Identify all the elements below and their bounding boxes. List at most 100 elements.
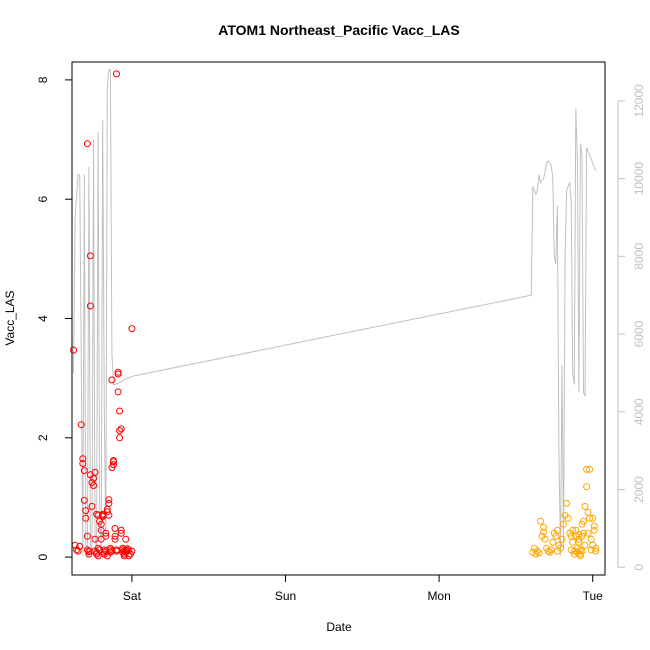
axes: Sat Sun Mon Tue 0 2 4 6 8 0 2000 4000 6000 8000 10000 1… [36, 76, 646, 603]
data-point-series-1 [82, 514, 90, 522]
line-series [73, 69, 597, 556]
data-point-series-1 [91, 468, 99, 476]
data-point-series-1 [116, 407, 124, 415]
data-point-series-2 [580, 529, 587, 537]
data-point-series-1 [114, 368, 122, 376]
data-point-series-1 [105, 496, 113, 504]
data-point-series-1 [117, 425, 125, 433]
data-point-series-2 [533, 547, 541, 555]
data-point-series-1 [110, 461, 117, 469]
data-point-series-1 [88, 502, 96, 510]
data-point-series-2 [592, 544, 600, 552]
data-point-series-1 [111, 525, 119, 532]
data-point-series-2 [537, 517, 544, 525]
data-point-series-1 [125, 552, 133, 560]
x-tick-label: Sun [275, 589, 296, 603]
data-point-series-1 [103, 508, 111, 516]
data-point-series-2 [576, 552, 584, 560]
data-point-series-2 [575, 538, 583, 546]
data-point-series-1 [86, 252, 94, 260]
data-point-series-2 [569, 526, 577, 534]
x-tick-label: Mon [427, 589, 450, 603]
data-point-series-2 [586, 465, 594, 473]
data-point-series-2 [583, 483, 591, 491]
secondary-line-path [73, 69, 597, 556]
data-point-series-1 [76, 542, 84, 550]
data-point-series-1 [80, 496, 88, 504]
data-point-series-1 [117, 529, 125, 537]
y2-tick-label: 0 [632, 564, 646, 571]
y2-tick-label: 12000 [632, 84, 646, 118]
data-point-series-1 [86, 302, 94, 310]
data-point-series-2 [584, 529, 592, 537]
data-point-series-2 [564, 514, 572, 522]
data-point-series-2 [560, 520, 567, 528]
chart-title: ATOM1 Northeast_Pacific Vacc_LAS [218, 22, 459, 38]
data-point-series-2 [553, 526, 561, 534]
y2-tick-label: 10000 [632, 162, 646, 196]
data-point-series-1 [113, 70, 120, 78]
data-point-series-2 [587, 546, 595, 554]
data-point-series-1 [108, 376, 116, 384]
data-point-series-1 [83, 546, 91, 554]
data-point-series-1 [128, 547, 136, 555]
data-point-series-1 [83, 140, 91, 148]
data-point-series-1 [83, 532, 91, 540]
data-point-series-1 [105, 499, 113, 507]
y-tick-label: 4 [36, 315, 50, 322]
data-point-series-1 [94, 544, 102, 552]
data-point-series-1 [110, 457, 117, 464]
data-point-series-1 [116, 427, 124, 435]
data-point-series-2 [558, 535, 566, 543]
y-tick-label: 2 [36, 434, 50, 441]
data-point-series-2 [540, 528, 548, 536]
data-point-series-1 [111, 535, 119, 543]
data-point-series-1 [102, 529, 110, 537]
x-axis-label: Date [326, 620, 352, 634]
y-tick-label: 6 [36, 196, 50, 203]
data-point-series-1 [70, 346, 77, 354]
data-point-series-2 [535, 549, 543, 557]
data-point-series-1 [114, 388, 122, 396]
data-point-series-1 [105, 511, 113, 519]
data-point-series-1 [79, 455, 87, 463]
data-point-series-2 [590, 526, 598, 534]
data-point-series-1 [117, 526, 125, 534]
data-point-series-1 [90, 482, 97, 489]
data-point-series-1 [79, 460, 87, 467]
y-axis-label: Vacc_LAS [3, 290, 17, 345]
x-tick-label: Tue [583, 589, 604, 603]
data-point-series-2 [589, 514, 597, 522]
data-point-series-2 [586, 514, 594, 522]
data-point-series-2 [581, 502, 589, 510]
data-point-series-2 [541, 535, 549, 543]
data-point-series-1 [82, 507, 90, 515]
data-point-series-2 [592, 547, 600, 555]
data-point-series-2 [583, 465, 591, 473]
y2-tick-label: 4000 [632, 398, 646, 425]
y2-tick-label: 2000 [632, 476, 646, 503]
data-point-series-2 [557, 544, 564, 552]
y-tick-label: 0 [36, 553, 50, 560]
data-point-series-1 [77, 421, 85, 429]
data-point-series-1 [97, 520, 105, 528]
x-tick-label: Sat [123, 589, 142, 603]
data-point-series-1 [74, 547, 82, 555]
data-point-series-2 [540, 523, 548, 531]
data-point-series-1 [80, 467, 88, 475]
y-tick-label: 8 [36, 76, 50, 83]
data-point-series-1 [108, 547, 116, 555]
data-point-series-1 [122, 535, 130, 543]
data-point-series-1 [102, 532, 110, 540]
y2-tick-label: 8000 [632, 243, 646, 270]
data-point-series-1 [111, 532, 119, 540]
data-point-series-2 [590, 522, 598, 530]
data-point-series-2 [580, 517, 587, 525]
data-point-series-2 [549, 538, 557, 546]
data-point-series-2 [563, 499, 571, 507]
y2-tick-label: 6000 [632, 320, 646, 347]
data-point-series-1 [128, 325, 136, 333]
data-point-series-1 [116, 434, 124, 442]
